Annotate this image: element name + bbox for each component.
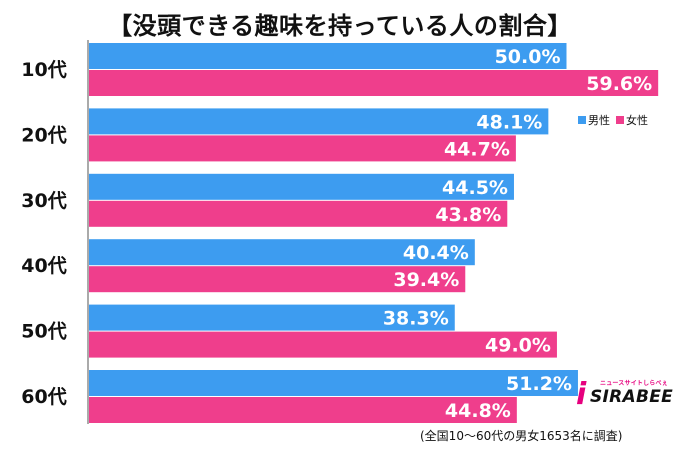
data-label-male: 44.5% <box>442 177 508 199</box>
logo-mark-icon: i <box>576 377 587 412</box>
data-label-male: 40.4% <box>403 242 469 264</box>
bar-male <box>89 304 455 331</box>
legend: 男性 女性 <box>578 112 648 128</box>
bar-female <box>89 331 557 358</box>
legend-swatch-female <box>616 116 624 124</box>
legend-label-male: 男性 <box>588 114 610 127</box>
bar-female <box>89 70 659 96</box>
data-label-female: 44.8% <box>445 400 511 422</box>
survey-footnote: (全国10〜60代の男女1653名に調査) <box>420 429 623 443</box>
bar-female <box>89 135 516 162</box>
data-label-male: 48.1% <box>476 111 542 133</box>
data-label-female: 44.7% <box>444 138 510 160</box>
category-label: 10代 <box>21 59 66 81</box>
bar-male <box>89 173 514 200</box>
data-label-female: 49.0% <box>485 335 551 357</box>
data-label-male: 38.3% <box>383 308 449 330</box>
category-label: 60代 <box>21 386 66 408</box>
bar-male <box>89 370 578 396</box>
data-label-male: 51.2% <box>506 373 572 395</box>
logo-subtitle: ニュースサイトしらべぇ <box>600 380 668 387</box>
legend-swatch-male <box>578 116 586 124</box>
chart-title: 【没頭できる趣味を持っている人の割合】 <box>108 12 572 40</box>
data-label-male: 50.0% <box>495 46 561 68</box>
bar-male <box>89 108 549 135</box>
category-label: 30代 <box>21 190 66 212</box>
logo-text: SIRABEE <box>590 387 674 407</box>
bar-female <box>89 397 517 423</box>
bar-male <box>89 43 567 69</box>
category-label: 50代 <box>21 321 66 343</box>
sirabee-logo: ニュースサイトしらべぇ i SIRABEE <box>576 377 673 420</box>
data-label-female: 59.6% <box>586 73 652 95</box>
bar-female <box>89 200 508 227</box>
legend-label-female: 女性 <box>626 114 648 127</box>
legend-item-female: 女性 <box>616 112 648 128</box>
data-label-female: 39.4% <box>393 269 459 291</box>
category-label: 40代 <box>21 255 66 277</box>
legend-item-male: 男性 <box>578 112 610 128</box>
bar-male <box>89 239 475 266</box>
data-label-female: 43.8% <box>435 204 501 226</box>
bar-female <box>89 266 466 293</box>
category-label: 20代 <box>21 124 66 146</box>
